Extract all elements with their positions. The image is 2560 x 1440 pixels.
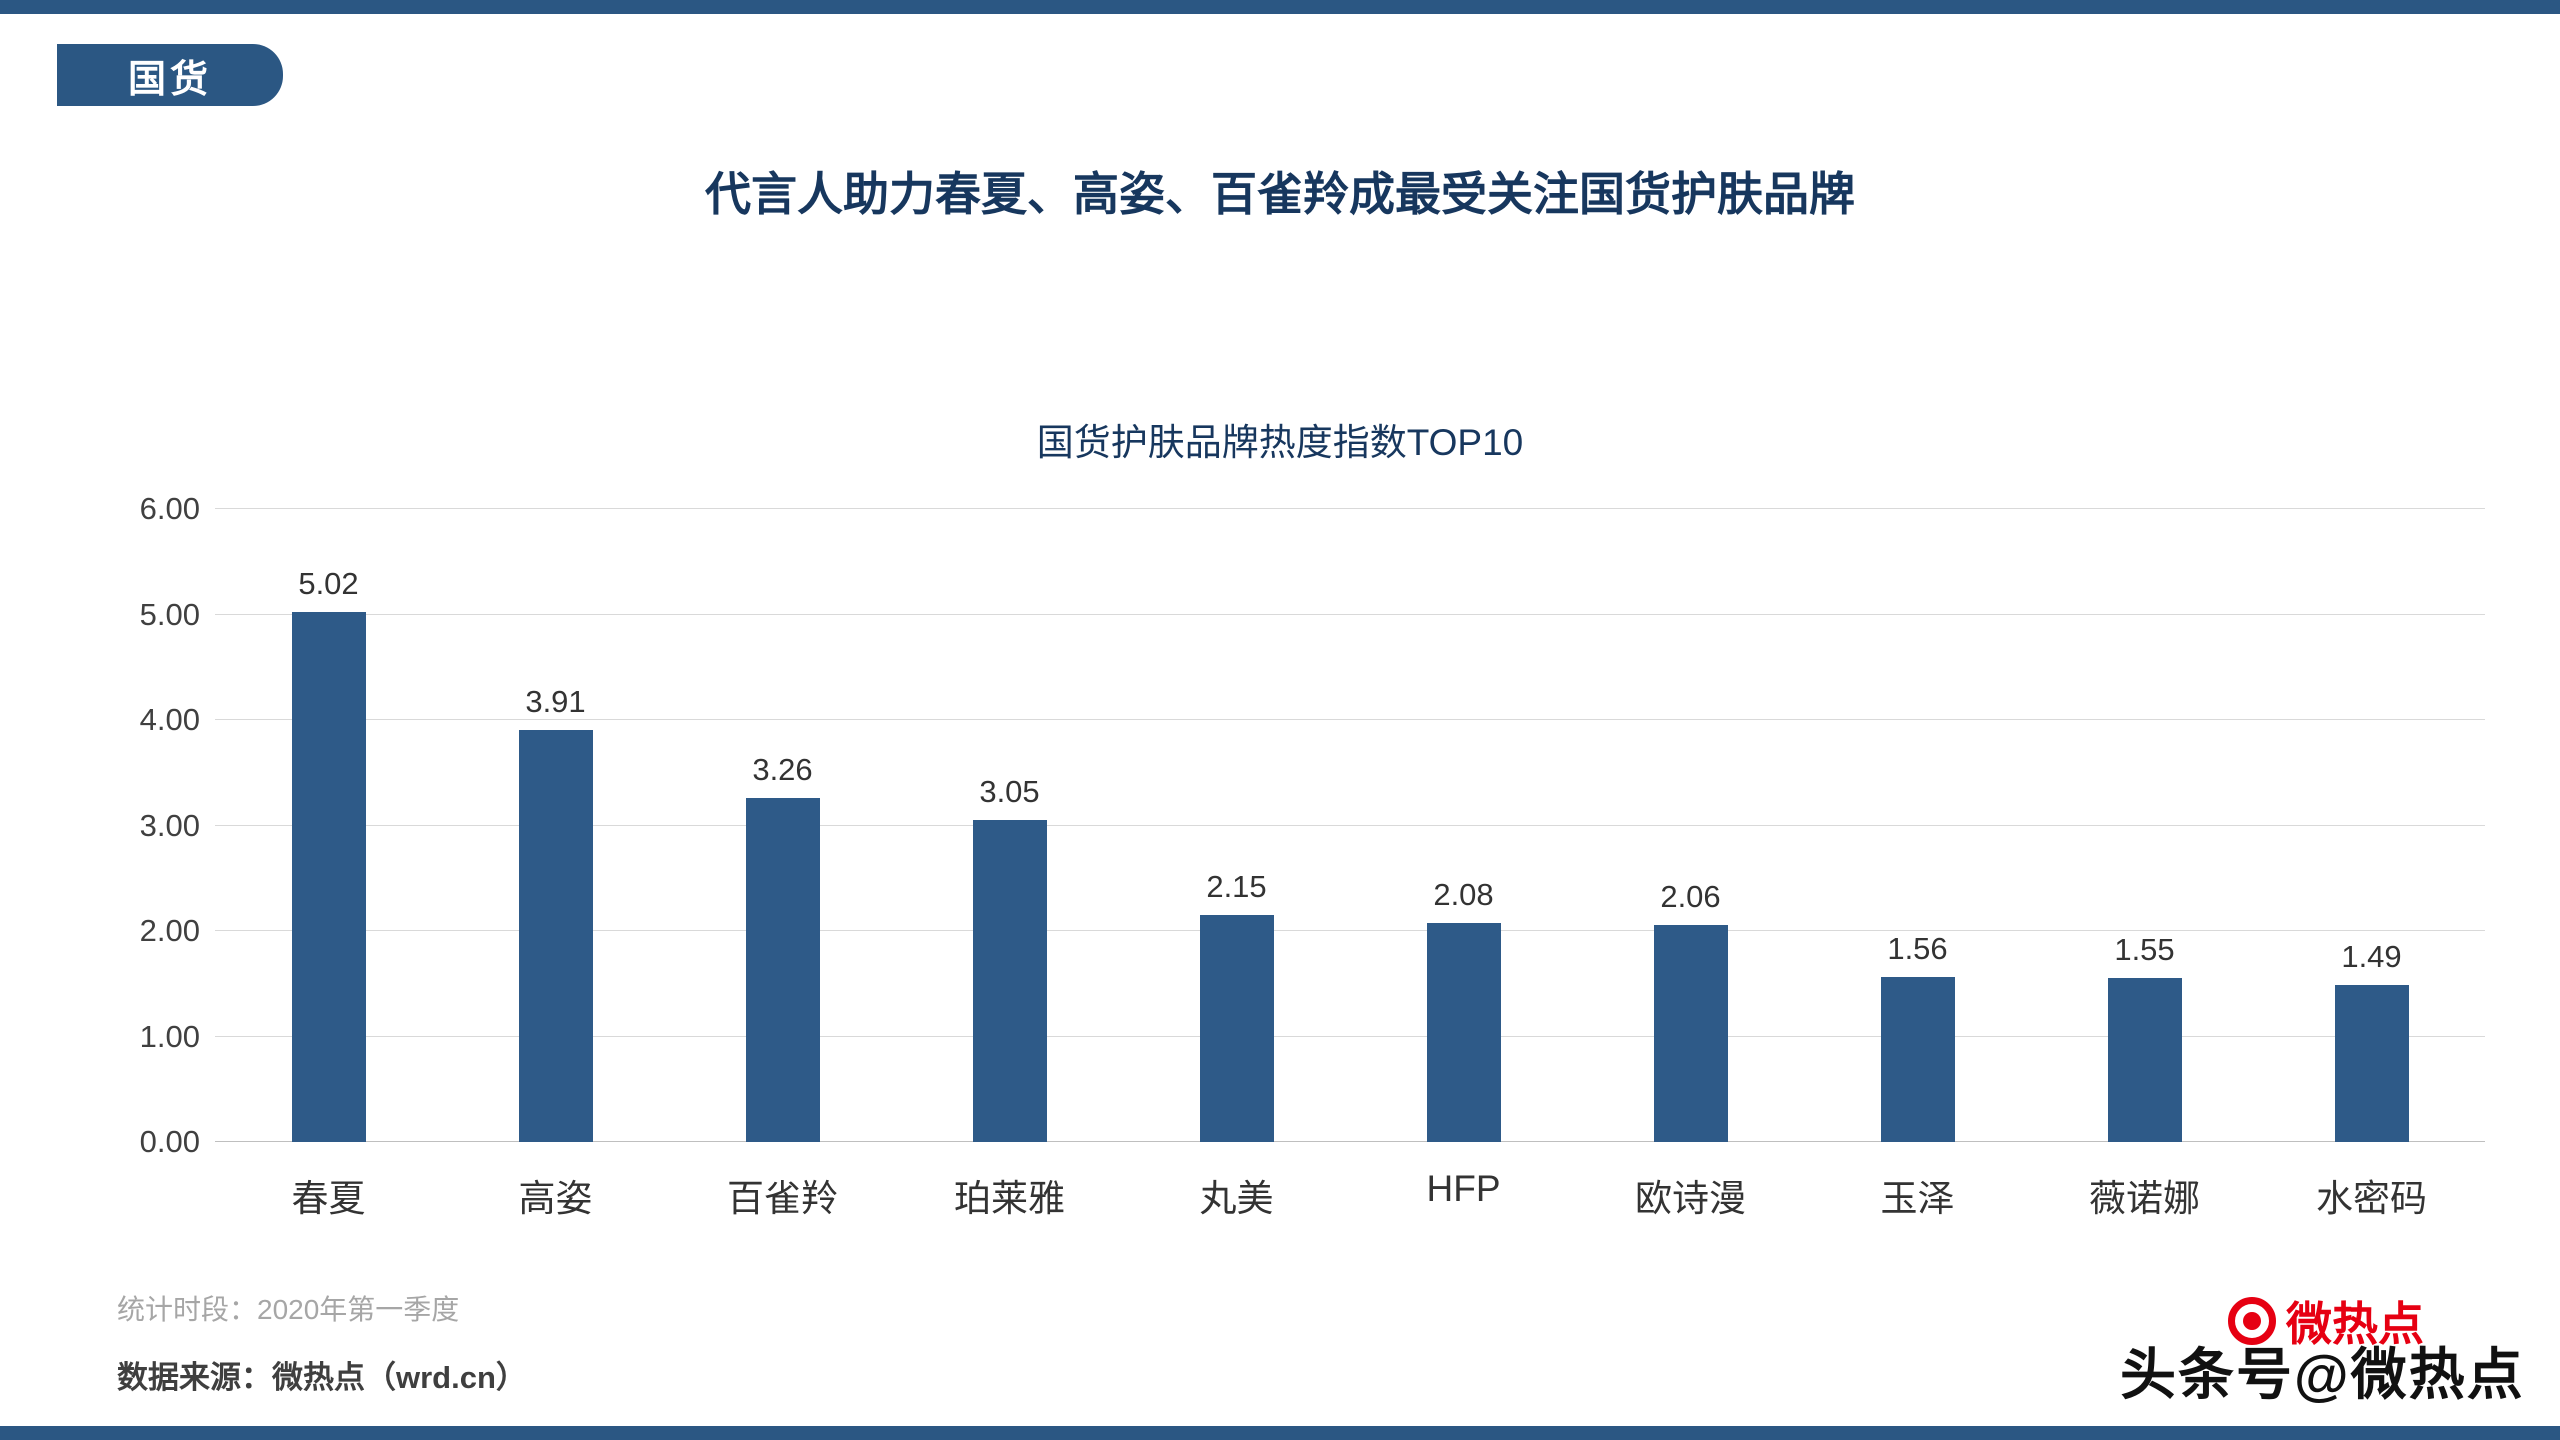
x-axis-category-label: 高姿	[518, 1178, 593, 1219]
y-axis-tick-label: 3.00	[139, 807, 200, 843]
bar-value-label: 3.26	[752, 752, 813, 788]
top-border-bar	[0, 0, 2560, 14]
data-source-note: 数据来源：微热点（wrd.cn）	[117, 1360, 527, 1395]
chart-title: 国货护肤品牌热度指数TOP10	[1036, 422, 1524, 463]
gridline	[215, 613, 2485, 615]
bar-column: 3.91	[442, 509, 669, 1142]
bar-value-label: 3.91	[525, 683, 586, 719]
bar-value-label: 2.15	[1206, 869, 1267, 905]
gridline	[215, 824, 2485, 826]
bar-column: 1.49	[2258, 509, 2485, 1142]
x-axis-category-label: HFP	[1426, 1168, 1501, 1209]
gridline	[215, 930, 2485, 931]
category-badge: 国货	[57, 44, 283, 106]
x-axis-category-label: 欧诗漫	[1635, 1178, 1746, 1219]
x-axis-category-label: 丸美	[1199, 1178, 1274, 1219]
bar-column: 2.15	[1123, 509, 1350, 1142]
x-axis-line	[215, 1141, 2485, 1142]
bar	[518, 729, 593, 1142]
y-axis-tick-label: 4.00	[139, 702, 200, 738]
x-axis-category-label: 珀莱雅	[954, 1178, 1065, 1219]
bar	[1880, 977, 1955, 1142]
bottom-border-bar	[0, 1426, 2560, 1440]
bar-column: 3.05	[896, 509, 1123, 1142]
bar-column: 3.26	[669, 509, 896, 1142]
bar-column: 5.02	[215, 509, 442, 1142]
gridline	[215, 1035, 2485, 1037]
page-title: 代言人助力春夏、高姿、百雀羚成最受关注国货护肤品牌	[705, 168, 1855, 220]
bar	[2334, 984, 2409, 1142]
bar-column: 1.55	[2031, 509, 2258, 1142]
gridline	[215, 719, 2485, 720]
plot-area: 5.02 3.91 3.26 3.05 2.15 2.08 2.06 1.56 1.55 1.49	[215, 508, 2485, 1142]
bar-value-label: 1.49	[2341, 938, 2402, 974]
y-axis-tick-label: 1.00	[139, 1018, 200, 1054]
bar	[1653, 924, 1728, 1142]
bar-series: 5.02 3.91 3.26 3.05 2.15 2.08 2.06 1.56 1.55 1.49	[215, 509, 2485, 1142]
bar-column: 2.06	[1577, 509, 1804, 1142]
x-axis-category-label: 水密码	[2316, 1178, 2427, 1219]
category-badge-label: 国货	[127, 58, 212, 101]
bar-column: 1.56	[1804, 509, 2031, 1142]
x-axis: 春夏 高姿 百雀羚 珀莱雅 丸美 HFP 欧诗漫 玉泽 薇诺娜 水密码	[215, 1168, 2485, 1222]
bar	[1426, 922, 1501, 1142]
x-axis-category-label: 百雀羚	[727, 1178, 838, 1219]
bar-value-label: 2.08	[1433, 876, 1494, 912]
stat-period-note: 统计时段：2020年第一季度	[117, 1294, 460, 1325]
x-axis-category-label: 薇诺娜	[2089, 1178, 2200, 1219]
weiredian-logo-text: 微热点	[2286, 1298, 2424, 1350]
bar	[972, 820, 1047, 1142]
weiredian-logo: 微热点	[2228, 1288, 2424, 1354]
y-axis: 0.00 1.00 2.00 3.00 4.00 5.00 6.00	[80, 491, 200, 1159]
watermark-text: 头条号@微热点	[2120, 1343, 2525, 1406]
weiredian-logo-icon	[2228, 1297, 2276, 1345]
bar-value-label: 1.55	[2114, 932, 2175, 968]
bar-column: 2.08	[1350, 509, 1577, 1142]
bar	[291, 612, 366, 1142]
bar-value-label: 3.05	[979, 774, 1040, 810]
bar	[745, 798, 820, 1142]
x-axis-category-label: 玉泽	[1880, 1178, 1955, 1219]
y-axis-tick-label: 6.00	[139, 491, 200, 526]
y-axis-tick-label: 5.00	[139, 596, 200, 632]
bar	[1199, 915, 1274, 1142]
x-axis-category-label: 春夏	[291, 1178, 366, 1219]
y-axis-tick-label: 2.00	[139, 913, 200, 949]
gridline	[215, 508, 2485, 509]
bar-value-label: 5.02	[298, 566, 359, 602]
bar	[2107, 978, 2182, 1142]
y-axis-tick-label: 0.00	[139, 1124, 200, 1159]
bar-value-label: 2.06	[1660, 878, 1721, 914]
bar-value-label: 1.56	[1887, 931, 1948, 967]
